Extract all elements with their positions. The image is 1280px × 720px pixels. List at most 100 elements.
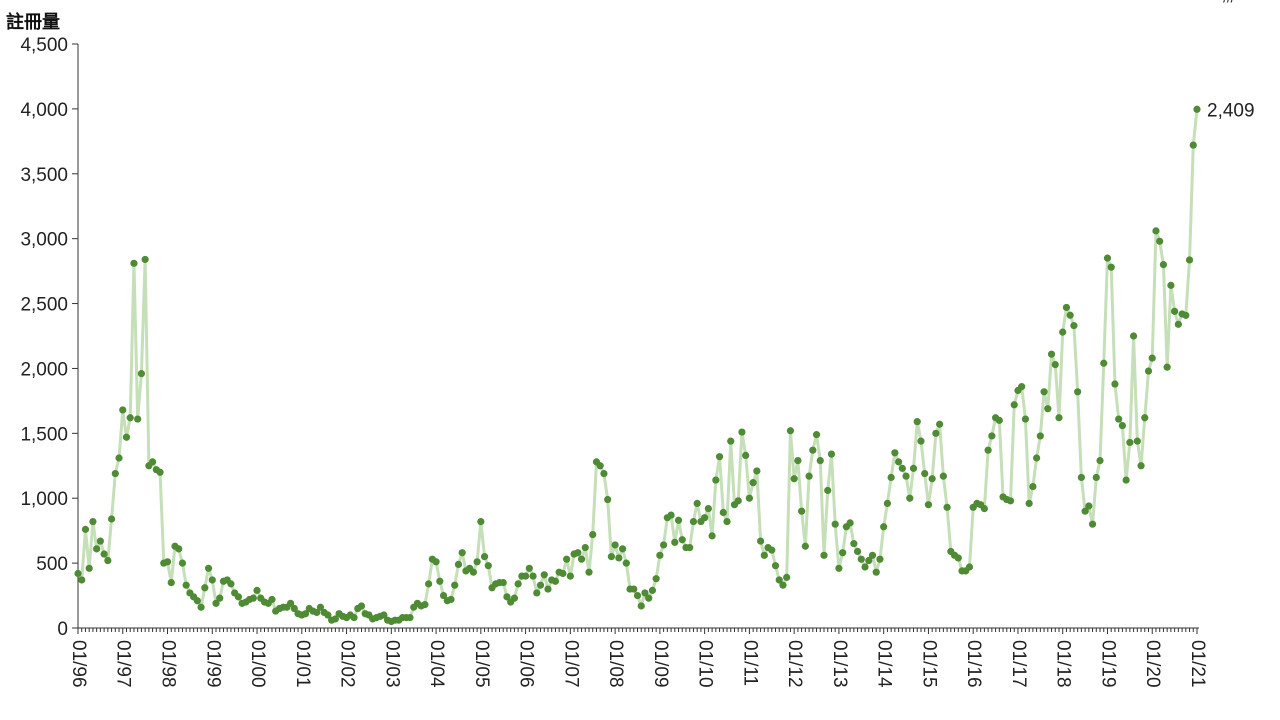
data-point bbox=[965, 563, 974, 571]
data-point bbox=[1122, 476, 1130, 484]
data-point bbox=[175, 545, 183, 553]
data-point bbox=[1115, 415, 1123, 423]
data-point bbox=[1018, 383, 1026, 391]
data-point bbox=[824, 486, 832, 495]
x-tick-label: 01/20 bbox=[1142, 640, 1163, 688]
data-point bbox=[1100, 359, 1108, 367]
data-point bbox=[701, 514, 709, 522]
y-tick-label: 4,000 bbox=[20, 100, 68, 121]
y-tick-label: 2,000 bbox=[20, 359, 68, 380]
data-point bbox=[660, 541, 668, 549]
x-tick-label: 01/04 bbox=[426, 640, 447, 688]
data-point bbox=[835, 564, 843, 572]
x-tick-label: 01/15 bbox=[918, 640, 939, 688]
x-tick-label: 01/12 bbox=[784, 640, 805, 688]
data-label: 2,409 bbox=[1207, 100, 1255, 121]
data-point bbox=[301, 610, 310, 618]
data-point bbox=[447, 595, 455, 604]
data-point bbox=[805, 472, 813, 480]
data-point bbox=[641, 589, 649, 597]
x-tick-label: 01/08 bbox=[605, 640, 626, 688]
data-point bbox=[78, 576, 86, 584]
data-point bbox=[574, 549, 582, 557]
data-point bbox=[1111, 380, 1119, 388]
y-tick-label: 0 bbox=[57, 619, 68, 640]
data-point bbox=[924, 501, 933, 509]
data-point bbox=[525, 564, 533, 572]
x-tick-label: 01/99 bbox=[202, 640, 223, 688]
x-tick-label: 01/09 bbox=[650, 640, 671, 688]
data-point bbox=[812, 431, 821, 439]
data-point bbox=[451, 581, 459, 589]
data-point bbox=[1088, 520, 1097, 528]
data-point bbox=[995, 416, 1003, 424]
data-point bbox=[454, 560, 463, 569]
data-point bbox=[749, 479, 757, 487]
data-point bbox=[1040, 388, 1048, 396]
data-point bbox=[1070, 322, 1078, 330]
data-point bbox=[503, 593, 511, 601]
data-point bbox=[1137, 462, 1145, 470]
y-tick-label: 500 bbox=[36, 554, 68, 575]
data-point bbox=[809, 446, 817, 454]
data-point bbox=[1118, 421, 1126, 430]
data-point bbox=[1148, 354, 1156, 362]
data-point bbox=[324, 611, 332, 619]
data-point bbox=[227, 580, 235, 588]
data-point bbox=[738, 428, 746, 436]
data-point bbox=[585, 568, 593, 576]
data-point bbox=[589, 530, 597, 539]
data-point bbox=[268, 595, 276, 604]
data-point bbox=[816, 456, 824, 465]
data-point bbox=[686, 543, 694, 552]
data-point bbox=[861, 563, 869, 571]
data-point bbox=[163, 558, 172, 566]
data-point bbox=[779, 581, 787, 589]
data-point bbox=[850, 540, 858, 548]
data-point bbox=[581, 543, 589, 552]
data-point bbox=[1144, 367, 1153, 375]
data-point bbox=[107, 515, 116, 523]
data-point bbox=[671, 538, 679, 546]
x-tick-label: 01/97 bbox=[113, 640, 134, 688]
x-tick-label: 01/96 bbox=[68, 640, 89, 688]
data-point bbox=[909, 464, 918, 472]
data-point bbox=[357, 602, 366, 610]
data-point bbox=[1163, 363, 1171, 371]
x-tick-label: 01/17 bbox=[1008, 640, 1029, 688]
data-point bbox=[551, 577, 560, 585]
data-point bbox=[678, 536, 686, 544]
x-tick-label: 01/19 bbox=[1097, 640, 1118, 688]
data-point bbox=[134, 415, 142, 423]
data-point bbox=[868, 551, 877, 559]
data-point bbox=[745, 494, 754, 502]
data-point bbox=[1066, 311, 1074, 319]
data-point bbox=[794, 456, 802, 465]
data-point bbox=[902, 472, 910, 480]
data-point bbox=[820, 551, 828, 559]
data-point bbox=[100, 550, 108, 558]
data-point bbox=[1171, 307, 1179, 315]
data-point bbox=[775, 576, 783, 584]
data-point bbox=[921, 469, 929, 478]
x-tick-label: 01/16 bbox=[963, 640, 984, 688]
data-point bbox=[331, 615, 339, 623]
data-point bbox=[85, 564, 93, 572]
data-point bbox=[130, 259, 138, 267]
data-point bbox=[645, 594, 653, 602]
data-point bbox=[652, 575, 660, 583]
data-point bbox=[178, 559, 187, 567]
data-point bbox=[1077, 473, 1085, 482]
data-point bbox=[1033, 454, 1041, 462]
data-point bbox=[1193, 105, 1201, 113]
data-point bbox=[727, 437, 735, 445]
x-tick-label: 01/10 bbox=[695, 640, 716, 688]
data-point bbox=[704, 505, 712, 513]
data-point bbox=[380, 611, 388, 619]
data-point bbox=[406, 614, 414, 622]
data-point bbox=[126, 414, 134, 422]
data-point bbox=[865, 556, 873, 565]
data-point bbox=[89, 517, 97, 526]
data-point bbox=[760, 551, 768, 559]
data-point bbox=[149, 458, 157, 466]
